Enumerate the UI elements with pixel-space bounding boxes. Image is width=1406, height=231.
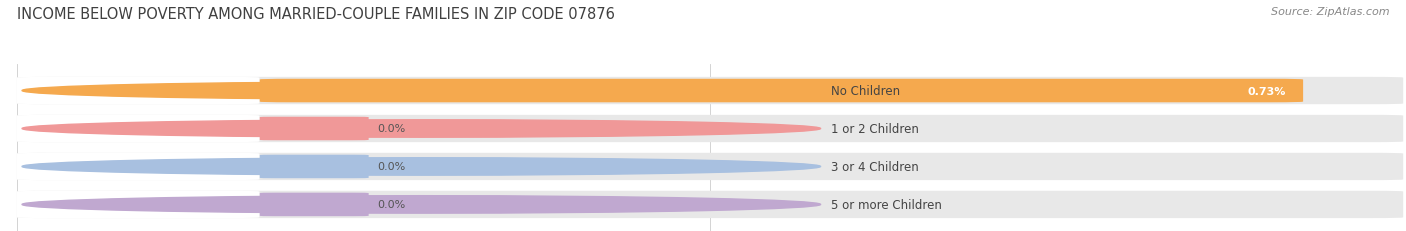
FancyBboxPatch shape [17,115,1403,143]
Text: 5 or more Children: 5 or more Children [831,198,942,211]
FancyBboxPatch shape [17,191,1403,218]
FancyBboxPatch shape [260,117,368,141]
Circle shape [22,82,821,100]
Text: Source: ZipAtlas.com: Source: ZipAtlas.com [1271,7,1389,17]
Text: 0.0%: 0.0% [377,162,405,172]
FancyBboxPatch shape [260,155,368,179]
Text: INCOME BELOW POVERTY AMONG MARRIED-COUPLE FAMILIES IN ZIP CODE 07876: INCOME BELOW POVERTY AMONG MARRIED-COUPL… [17,7,614,22]
FancyBboxPatch shape [17,191,260,218]
FancyBboxPatch shape [17,153,1403,180]
Circle shape [22,196,821,213]
Circle shape [22,120,821,138]
Text: 0.0%: 0.0% [377,124,405,134]
FancyBboxPatch shape [17,78,1403,105]
Text: 3 or 4 Children: 3 or 4 Children [831,160,918,173]
FancyBboxPatch shape [260,193,368,216]
Text: No Children: No Children [831,85,900,98]
FancyBboxPatch shape [17,153,260,180]
Text: 0.73%: 0.73% [1247,86,1285,96]
FancyBboxPatch shape [17,78,260,105]
Text: 1 or 2 Children: 1 or 2 Children [831,122,920,135]
Circle shape [22,158,821,176]
FancyBboxPatch shape [260,79,1303,103]
Text: 0.0%: 0.0% [377,200,405,210]
FancyBboxPatch shape [17,115,260,143]
